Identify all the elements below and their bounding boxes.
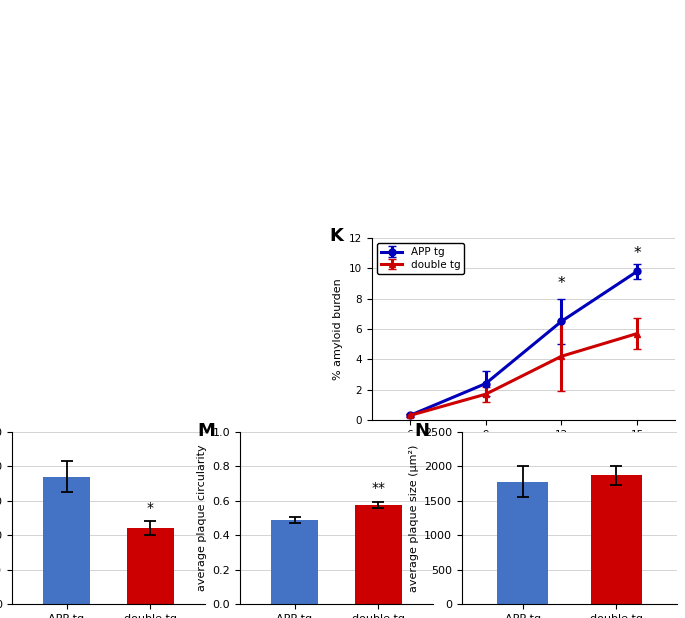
Text: *: * — [634, 246, 641, 261]
Bar — [590, 475, 642, 604]
Bar — [127, 528, 173, 604]
Text: K: K — [329, 227, 343, 245]
X-axis label: age (months): age (months) — [486, 446, 561, 455]
Y-axis label: % amyloid burden: % amyloid burden — [334, 278, 343, 380]
Y-axis label: average plaque circularity: average plaque circularity — [197, 445, 207, 591]
Text: *: * — [147, 501, 154, 515]
Bar — [43, 476, 90, 604]
Bar — [271, 520, 318, 604]
Text: N: N — [414, 421, 429, 439]
Text: **: ** — [371, 481, 386, 495]
Text: *: * — [558, 276, 565, 291]
Y-axis label: average plaque size (μm²): average plaque size (μm²) — [408, 444, 419, 591]
Text: M: M — [197, 421, 215, 439]
Bar — [356, 505, 401, 604]
Legend: APP tg, double tg: APP tg, double tg — [377, 243, 464, 274]
Bar — [497, 481, 549, 604]
